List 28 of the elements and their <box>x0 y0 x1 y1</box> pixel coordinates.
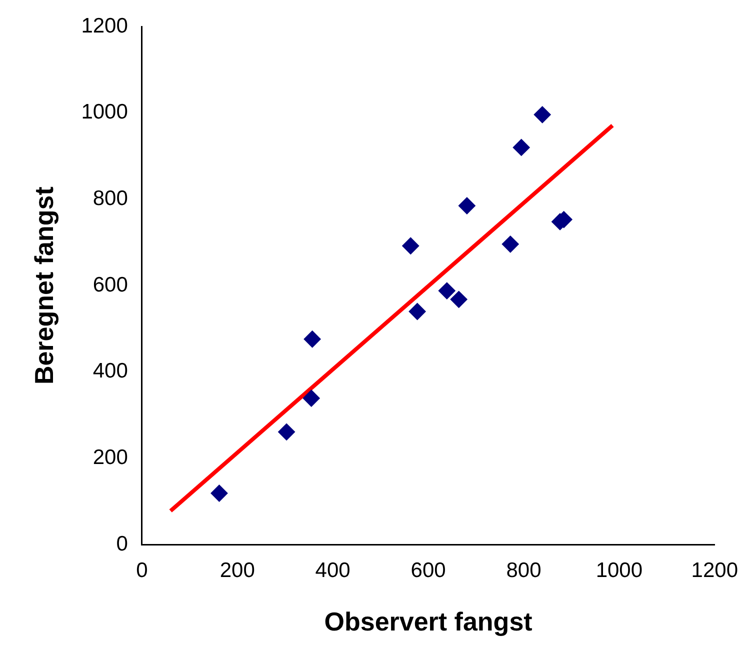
point <box>458 197 476 214</box>
point <box>450 290 468 308</box>
x-tick-label: 1200 <box>691 558 738 582</box>
y-tick-label: 1200 <box>81 14 128 38</box>
y-tick-label: 400 <box>92 360 128 383</box>
point <box>304 330 321 348</box>
point <box>438 282 456 300</box>
y-tick-label: 1000 <box>81 100 128 124</box>
point <box>534 106 551 124</box>
x-tick-label: 800 <box>506 558 542 582</box>
x-axis-title: Observert fangst <box>324 606 533 637</box>
y-tick-label: 200 <box>92 446 128 470</box>
x-tick-label: 1000 <box>596 558 643 582</box>
point <box>408 303 426 320</box>
x-tick-label: 0 <box>136 558 148 582</box>
y-tick-label: 600 <box>92 273 128 296</box>
x-tick-label: 600 <box>410 558 446 582</box>
x-tick-label: 200 <box>220 558 255 582</box>
x-tick-label: 400 <box>315 558 350 582</box>
y-tick-label: 0 <box>116 532 128 556</box>
point <box>210 484 228 502</box>
y-tick-label: 800 <box>92 187 128 210</box>
point <box>278 423 296 440</box>
point <box>502 236 519 253</box>
point <box>402 237 420 254</box>
point <box>512 138 530 156</box>
y-axis-title: Beregnet fangst <box>28 186 59 385</box>
point <box>302 390 320 407</box>
